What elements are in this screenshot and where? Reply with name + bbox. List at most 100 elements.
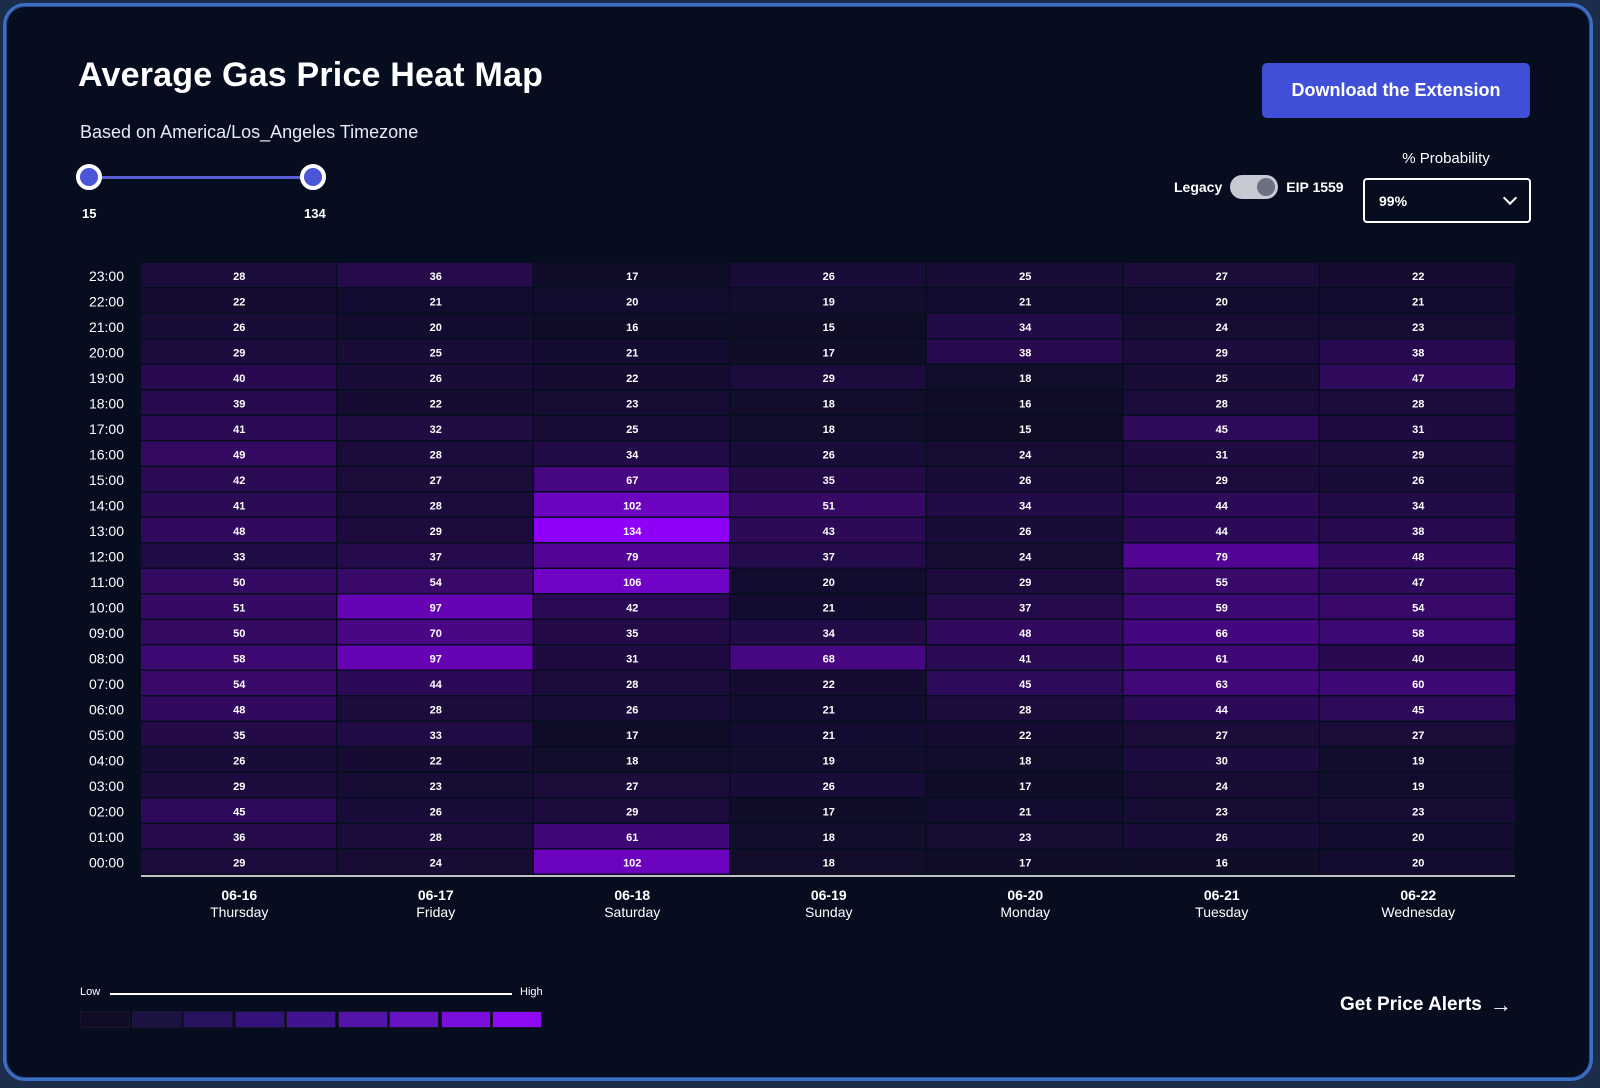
cell-value-label: 37 (430, 551, 442, 563)
y-tick-label: 09:00 (89, 625, 124, 641)
cell-value-label: 50 (233, 577, 245, 589)
heatmap-cell (730, 314, 926, 338)
heatmap-cell (141, 594, 336, 619)
cell-value-label: 18 (1019, 755, 1031, 767)
legend-swatch (389, 1011, 439, 1028)
heatmap-cell (1320, 467, 1515, 491)
y-tick-label: 22:00 (89, 293, 124, 309)
cell-value-label: 49 (233, 449, 245, 461)
y-tick-label: 18:00 (89, 395, 124, 411)
cell-value-label: 21 (823, 704, 835, 716)
heatmap-cell (1320, 339, 1515, 364)
heatmap-cell (534, 773, 729, 797)
y-tick-label: 02:00 (89, 803, 124, 819)
y-tick-label: 21:00 (89, 319, 124, 335)
heatmap-chart: 23:00 28 36 17 26 25 27 22 22:00 22 21 20 19 21 20 21 21… (89, 263, 1515, 920)
heatmap-cell (1320, 365, 1515, 389)
cell-value-label: 17 (823, 347, 835, 359)
cell-value-label: 21 (823, 602, 835, 614)
cell-value-label: 26 (233, 755, 245, 767)
heatmap-cell (730, 798, 926, 823)
heatmap-cell (141, 288, 336, 313)
heatmap-cell (141, 390, 336, 415)
range-max-handle[interactable] (300, 164, 326, 190)
heatmap-cell (534, 492, 729, 517)
heatmap-cell (337, 467, 533, 491)
x-tick-date: 06-22 (1400, 887, 1436, 903)
heatmap-cell (730, 620, 926, 644)
heatmap-cell (927, 696, 1122, 721)
heatmap-cell (141, 441, 336, 466)
heatmap-cell (1123, 416, 1319, 440)
cell-value-label: 19 (1412, 755, 1424, 767)
cell-value-label: 26 (823, 449, 835, 461)
heatmap-cell (337, 620, 533, 644)
y-tick-label: 04:00 (89, 752, 124, 768)
heatmap-cell (1123, 441, 1319, 466)
color-legend: Low High (80, 982, 544, 1042)
cell-value-label: 29 (823, 373, 835, 385)
cell-value-label: 51 (823, 500, 835, 512)
cell-value-label: 40 (233, 373, 245, 385)
heatmap-cell (730, 594, 926, 619)
cell-value-label: 40 (1412, 653, 1424, 665)
heatmap-cell (730, 365, 926, 389)
probability-select[interactable]: 99% (1363, 178, 1531, 223)
price-range-slider[interactable]: 15 134 (76, 164, 336, 224)
heatmap-cell (141, 671, 336, 695)
x-tick-date: 06-20 (1007, 887, 1043, 903)
cell-value-label: 28 (1019, 704, 1031, 716)
cell-value-label: 22 (1019, 730, 1031, 742)
cell-value-label: 37 (1019, 602, 1031, 614)
download-extension-button[interactable]: Download the Extension (1262, 63, 1530, 118)
heatmap-cell (534, 671, 729, 695)
cell-value-label: 21 (430, 296, 442, 308)
cell-value-label: 24 (1216, 322, 1229, 334)
legend-swatch (286, 1011, 336, 1028)
cell-value-label: 24 (430, 857, 443, 869)
cell-value-label: 106 (623, 577, 641, 589)
cell-value-label: 19 (823, 755, 835, 767)
y-tick-label: 17:00 (89, 421, 124, 437)
get-price-alerts-link[interactable]: Get Price Alerts → (1340, 992, 1512, 1018)
cell-value-label: 28 (430, 449, 442, 461)
cell-value-label: 22 (626, 373, 638, 385)
heatmap-cell (534, 722, 729, 746)
cell-value-label: 21 (1019, 806, 1031, 818)
heatmap-cell (141, 747, 336, 772)
cell-value-label: 102 (623, 500, 641, 512)
legacy-eip1559-toggle[interactable] (1230, 175, 1279, 199)
cell-value-label: 54 (233, 679, 246, 691)
heatmap-cell (1320, 824, 1515, 848)
heatmap-cell (1320, 594, 1515, 619)
x-tick-date: 06-21 (1204, 887, 1240, 903)
y-tick-label: 12:00 (89, 548, 124, 564)
cell-value-label: 29 (626, 806, 638, 818)
heatmap-cell (337, 518, 533, 542)
heatmap-cell (927, 441, 1122, 466)
x-tick-day: Saturday (604, 904, 660, 920)
heatmap-cell (1123, 339, 1319, 364)
heatmap-cell (927, 645, 1122, 670)
heatmap-cell (927, 518, 1122, 542)
cell-value-label: 48 (1019, 628, 1031, 640)
cell-value-label: 55 (1216, 577, 1228, 589)
cell-value-label: 45 (1019, 679, 1031, 691)
heatmap-cell (1123, 314, 1319, 338)
range-min-handle[interactable] (76, 164, 102, 190)
heatmap-cell (337, 390, 533, 415)
heatmap-cell (730, 543, 926, 568)
heatmap-cell (141, 518, 336, 542)
cell-value-label: 68 (823, 653, 835, 665)
heatmap-cell (1123, 594, 1319, 619)
cell-value-label: 38 (1019, 347, 1031, 359)
cell-value-label: 31 (626, 653, 638, 665)
heatmap-cell (337, 263, 533, 287)
heatmap-cell (927, 747, 1122, 772)
cell-value-label: 79 (1216, 551, 1228, 563)
heatmap-cell (337, 569, 533, 593)
cell-value-label: 26 (1019, 475, 1031, 487)
cell-value-label: 28 (1412, 398, 1424, 410)
cell-value-label: 58 (1412, 628, 1424, 640)
cell-value-label: 22 (430, 398, 442, 410)
